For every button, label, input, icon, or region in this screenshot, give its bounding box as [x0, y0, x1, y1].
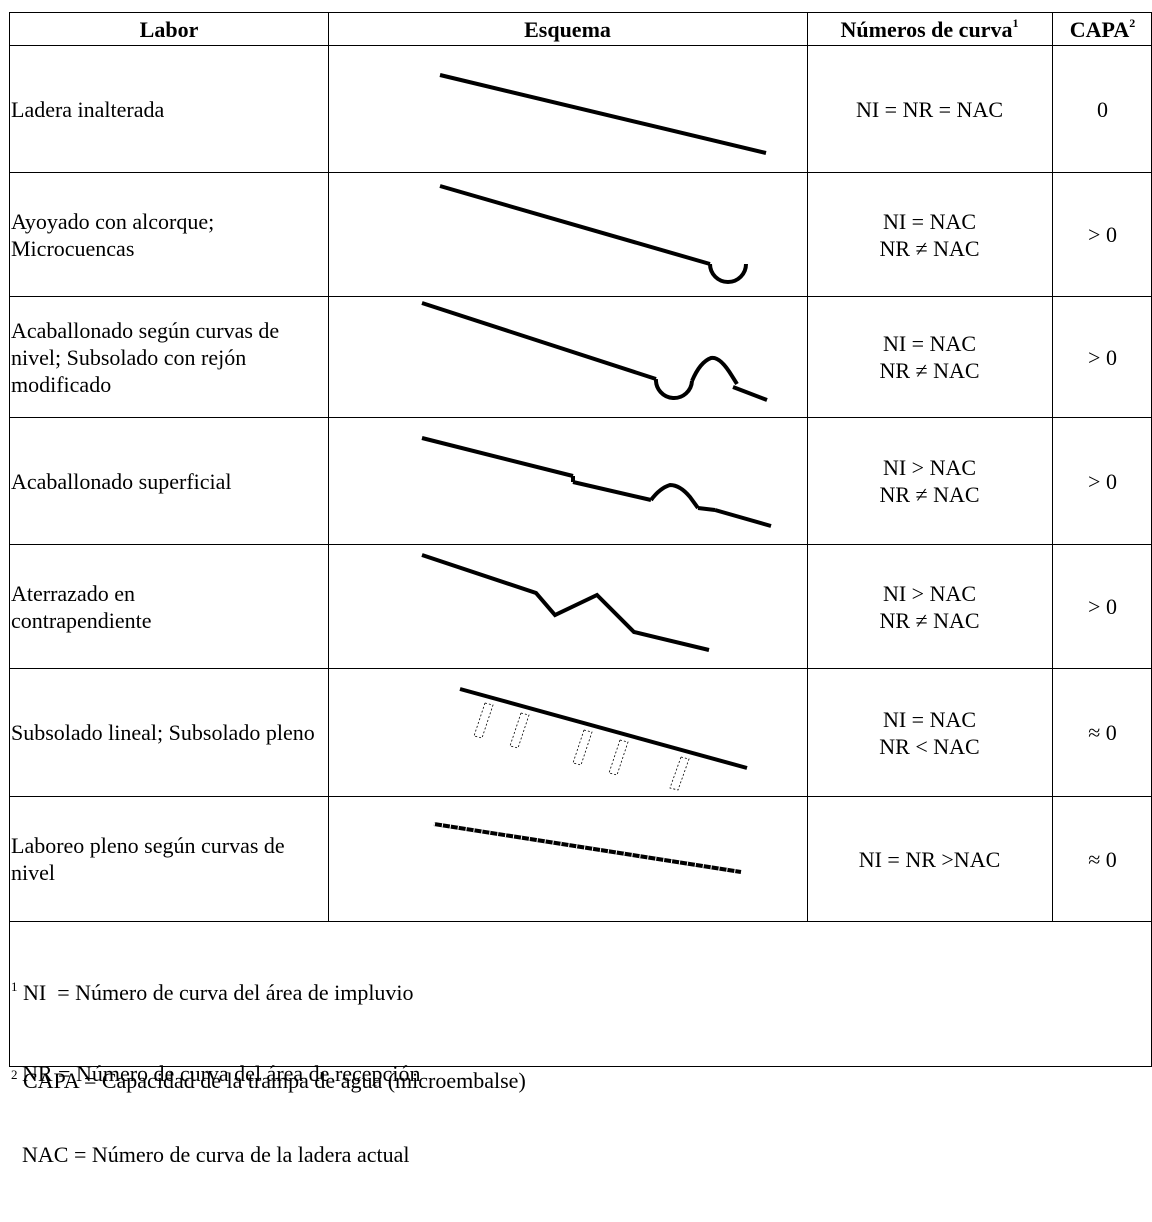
labor-text: Ayoyado con alcorque; Microcuencas	[11, 208, 215, 261]
row-divider	[10, 45, 1152, 46]
row-divider	[10, 172, 1152, 173]
capa-value: ≈ 0	[1088, 720, 1117, 745]
row-4-labor: Aterrazado en contrapendiente	[10, 545, 329, 668]
row-divider	[10, 668, 1152, 669]
labor-text: Acaballonado superficial	[11, 468, 232, 494]
numeros-line: NR ≠ NAC	[879, 235, 980, 261]
row-1-capa: > 0	[1052, 173, 1152, 296]
column-divider	[1052, 13, 1053, 921]
numeros-line: NR ≠ NAC	[879, 607, 980, 633]
row-3-numeros: NI > NAC NR ≠ NAC	[807, 418, 1052, 544]
row-3-labor: Acaballonado superficial	[10, 418, 329, 544]
header-numeros-label: Números de curva	[840, 17, 1013, 42]
numeros-line: NI > NAC	[882, 455, 977, 480]
footnote-1-line: NI = Número de curva del área de impluvi…	[17, 980, 414, 1005]
labor-text: Subsolado lineal; Subsolado pleno	[11, 720, 315, 745]
numeros-line: NR ≠ NAC	[879, 482, 980, 507]
numeros-line: NI = NAC	[882, 208, 977, 234]
row-divider	[10, 544, 1152, 545]
row-2-numeros: NI = NAC NR ≠ NAC	[807, 297, 1052, 417]
row-divider	[10, 296, 1152, 297]
row-6-capa: ≈ 0	[1052, 797, 1152, 921]
header-numeros-de-curva: Números de curva1	[807, 15, 1052, 43]
labor-text: Ladera inalterada	[11, 96, 165, 122]
column-divider	[328, 13, 329, 921]
footnote-ref-2: 2	[1129, 15, 1136, 30]
labor-text: Laboreo pleno según curvas de nivel	[11, 833, 285, 885]
row-3-capa: > 0	[1052, 418, 1152, 544]
row-0-numeros: NI = NR = NAC	[807, 46, 1052, 172]
footnote-1-mark: 1	[11, 978, 18, 994]
numeros-line: NI > NAC	[882, 580, 977, 606]
labor-text: Acaballonado según curvas de nivel; Subs…	[11, 317, 280, 397]
runoff-table: Labor Esquema Números de curva1 CAPA2 La…	[9, 12, 1152, 1167]
numeros-line: NI = NR >NAC	[858, 846, 1001, 872]
row-5-capa: ≈ 0	[1052, 669, 1152, 796]
numeros-line: NI = NAC	[882, 706, 977, 732]
capa-value: > 0	[1088, 594, 1117, 619]
row-1-numeros: NI = NAC NR ≠ NAC	[807, 173, 1052, 296]
row-6-numeros: NI = NR >NAC	[807, 797, 1052, 921]
row-4-numeros: NI > NAC NR ≠ NAC	[807, 545, 1052, 668]
row-2-labor: Acaballonado según curvas de nivel; Subs…	[10, 297, 329, 417]
row-0-capa: 0	[1052, 46, 1152, 172]
row-divider	[10, 921, 1152, 922]
numeros-line: NR < NAC	[879, 733, 980, 759]
row-5-numeros: NI = NAC NR < NAC	[807, 669, 1052, 796]
footnote-ref-1: 1	[1012, 15, 1019, 30]
capa-value: 0	[1097, 96, 1108, 122]
column-divider	[807, 13, 808, 921]
numeros-line: NI = NR = NAC	[855, 96, 1004, 122]
numeros-line: NR ≠ NAC	[879, 358, 980, 383]
row-2-capa: > 0	[1052, 297, 1152, 417]
footnote-2: 2 CAPA = Capacidad de la trampa de agua …	[11, 1013, 526, 1148]
numeros-line: NI = NAC	[882, 331, 977, 356]
capa-value: > 0	[1088, 222, 1117, 247]
row-5-labor: Subsolado lineal; Subsolado pleno	[10, 669, 329, 796]
row-6-labor: Laboreo pleno según curvas de nivel	[10, 797, 329, 921]
capa-value: ≈ 0	[1088, 846, 1117, 872]
footnote-2-mark: 2	[11, 1066, 18, 1082]
row-divider	[10, 796, 1152, 797]
capa-value: > 0	[1088, 468, 1117, 494]
capa-value: > 0	[1088, 344, 1117, 370]
header-capa: CAPA2	[1052, 15, 1152, 43]
header-capa-label: CAPA	[1069, 17, 1130, 42]
row-divider	[10, 417, 1152, 418]
header-esquema: Esquema	[524, 17, 611, 42]
row-1-labor: Ayoyado con alcorque; Microcuencas	[10, 173, 329, 296]
header-labor: Labor	[139, 17, 199, 42]
labor-text: Aterrazado en contrapendiente	[11, 580, 152, 633]
row-4-capa: > 0	[1052, 545, 1152, 668]
row-0-labor: Ladera inalterada	[10, 46, 329, 172]
